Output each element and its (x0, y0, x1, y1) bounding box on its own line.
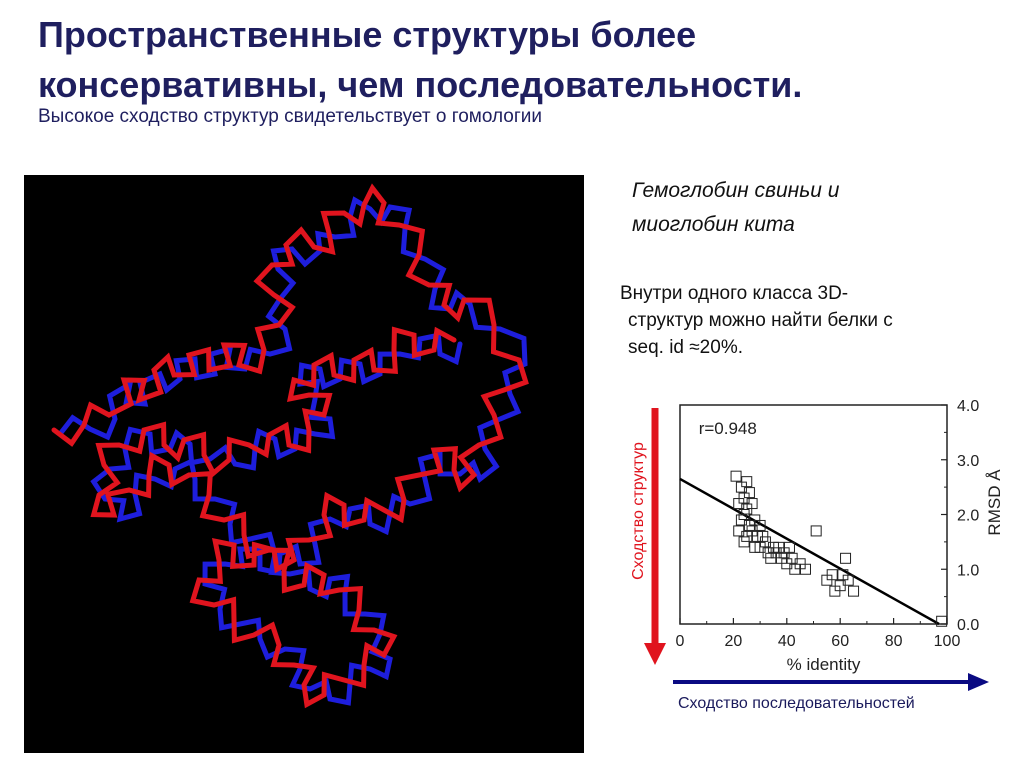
x-tick-label: 80 (885, 633, 903, 650)
data-point (738, 536, 750, 548)
data-point (810, 525, 822, 537)
data-point (730, 470, 742, 482)
title-line-1: Пространственные структуры более (38, 14, 697, 55)
data-point (936, 615, 948, 627)
backbone-chain-red (51, 183, 529, 709)
data-point (754, 519, 766, 531)
data-point (842, 574, 854, 586)
data-point (840, 552, 852, 564)
note-line-1: Внутри одного класса 3D- (620, 283, 849, 304)
structure-caption: Гемоглобин свиньи и миоглобин кита (632, 174, 972, 242)
y-axis-label: RMSD Å (985, 469, 1004, 536)
structure-similarity-label: Сходство структур (630, 442, 647, 580)
slide-subtitle: Высокое сходство структур свидетельствуе… (38, 106, 543, 127)
data-point (743, 487, 755, 499)
x-tick-label: 20 (725, 633, 743, 650)
note-text: Внутри одного класса 3D- структур можно … (620, 280, 980, 361)
sequence-arrow-head (968, 673, 989, 691)
y-tick-label: 3.0 (957, 453, 979, 470)
y-tick-label: 4.0 (957, 398, 979, 415)
slide-title: Пространственные структуры более консерв… (38, 10, 998, 110)
regression-line (679, 477, 940, 626)
protein-backbone-overlay (51, 183, 529, 709)
caption-line-2: миоглобин кита (632, 213, 795, 236)
x-tick-label: 60 (831, 633, 849, 650)
y-tick-label: 2.0 (957, 508, 979, 525)
x-tick-label: 100 (934, 633, 961, 650)
data-point (826, 569, 838, 581)
data-point (746, 498, 758, 510)
y-tick-label: 0.0 (957, 617, 979, 634)
backbone-chain-blue (57, 196, 528, 706)
caption-line-1: Гемоглобин свиньи и (632, 179, 840, 202)
data-point (783, 541, 795, 553)
note-line-3: seq. id ≈20%. (628, 337, 743, 358)
protein-structure-image (24, 175, 584, 753)
rmsd-identity-chart: 0 20 40 60 80 100 0.0 1.0 2.0 3.0 4.0 r=0.948 % iden… (625, 395, 1020, 715)
x-tick-label: 0 (676, 633, 685, 650)
sequence-similarity-label: Сходство последовательностей (678, 695, 915, 712)
data-point (799, 563, 811, 575)
title-line-2: консервативны, чем последовательности. (38, 64, 803, 105)
note-line-2: структур можно найти белки с (628, 310, 893, 331)
y-tick-label: 1.0 (957, 562, 979, 579)
correlation-annotation: r=0.948 (699, 419, 757, 438)
structure-arrow-head (644, 643, 666, 665)
data-point (741, 476, 753, 488)
x-axis-label: % identity (787, 655, 861, 674)
x-tick-label: 40 (778, 633, 796, 650)
data-point (848, 585, 860, 597)
